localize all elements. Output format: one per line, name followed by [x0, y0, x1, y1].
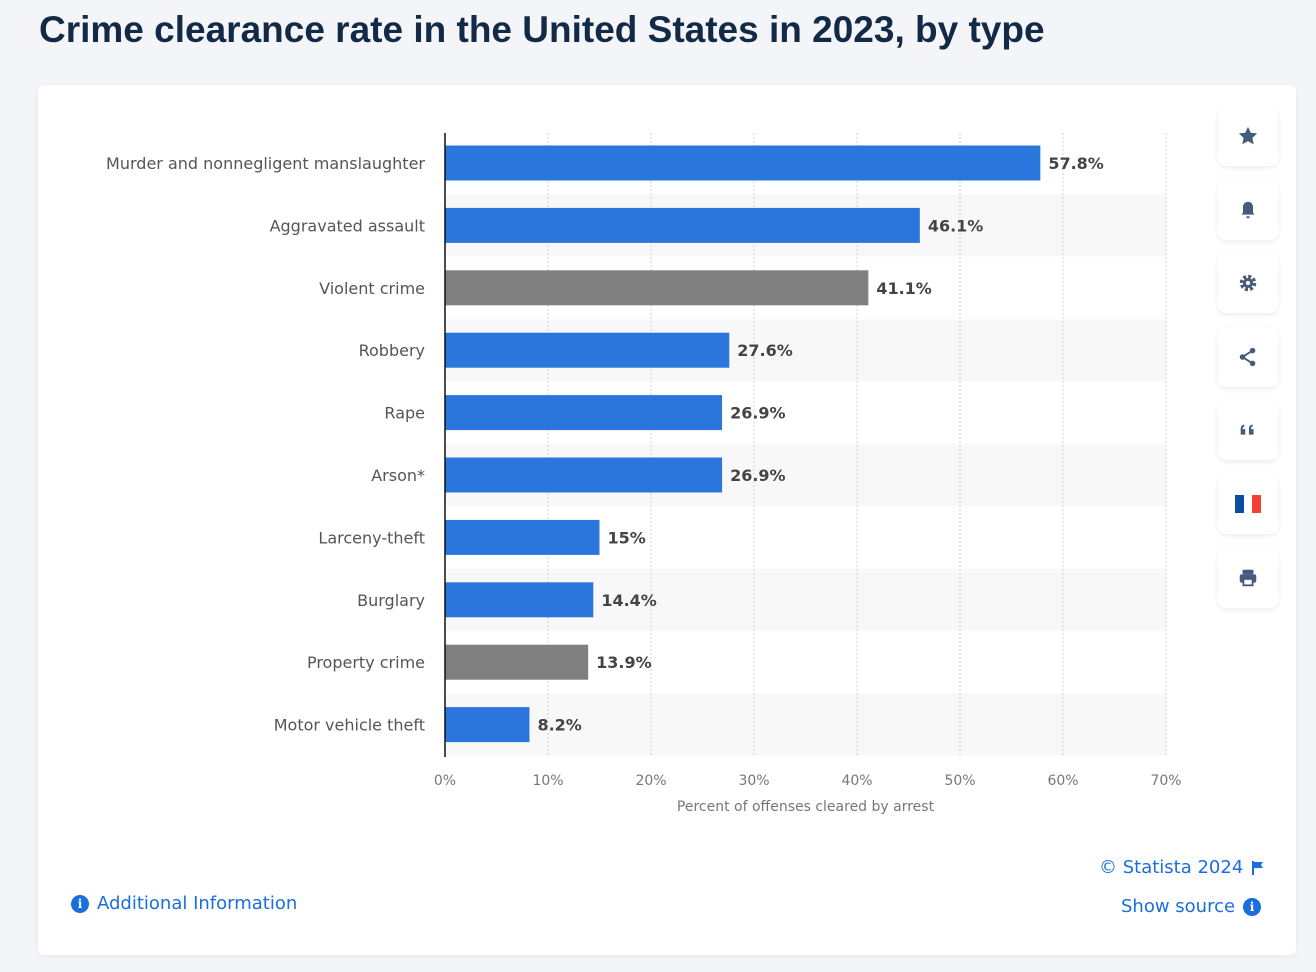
x-tick-label: 60%: [1047, 773, 1078, 789]
statista-copyright-link[interactable]: © Statista 2024: [1099, 857, 1265, 878]
copyright-text: © Statista 2024: [1099, 857, 1244, 878]
bar: [445, 332, 730, 368]
category-label: Aggravated assault: [270, 216, 425, 235]
info-icon: i: [71, 894, 89, 913]
category-label: Larceny-theft: [318, 528, 425, 547]
language-button[interactable]: [1218, 474, 1278, 534]
value-label: 27.6%: [737, 341, 793, 360]
gear-icon: [1239, 274, 1257, 292]
print-icon: [1239, 569, 1257, 587]
additional-information-link[interactable]: i Additional Information: [71, 893, 297, 914]
value-label: 15%: [608, 528, 646, 547]
value-label: 46.1%: [928, 216, 984, 235]
value-label: 57.8%: [1048, 154, 1104, 173]
bar: [445, 519, 600, 555]
value-label: 8.2%: [537, 716, 581, 735]
page-title: Crime clearance rate in the United State…: [39, 9, 1045, 50]
info-icon: i: [1243, 897, 1262, 916]
star-icon: [1238, 126, 1258, 145]
bar: [445, 395, 723, 431]
bar: [445, 270, 869, 306]
flag-icon: [1252, 860, 1264, 875]
show-source-link[interactable]: Show source i: [1121, 896, 1262, 917]
x-tick-label: 40%: [841, 773, 872, 789]
value-label: 26.9%: [730, 404, 786, 423]
x-tick-label: 30%: [738, 773, 769, 789]
category-label: Violent crime: [319, 279, 425, 298]
category-label: Rape: [384, 404, 425, 423]
share-button[interactable]: [1218, 327, 1278, 387]
bell-icon: [1241, 201, 1255, 219]
category-label: Murder and nonnegligent manslaughter: [106, 154, 425, 173]
settings-button[interactable]: [1218, 253, 1278, 313]
print-button[interactable]: [1218, 548, 1278, 608]
x-tick-label: 50%: [944, 773, 975, 789]
bar: [445, 582, 594, 618]
row-band: [445, 693, 1166, 756]
category-label: Arson*: [371, 466, 425, 485]
french-flag-icon: [1235, 495, 1261, 513]
bar: [445, 207, 920, 243]
x-tick-label: 70%: [1150, 773, 1181, 789]
category-label: Property crime: [307, 653, 425, 672]
additional-info-text: Additional Information: [97, 893, 298, 914]
bar: [445, 457, 723, 493]
category-label: Motor vehicle theft: [274, 716, 425, 735]
category-label: Burglary: [357, 591, 425, 610]
cite-button[interactable]: [1218, 400, 1278, 460]
favorite-button[interactable]: [1218, 106, 1278, 166]
notification-button[interactable]: [1218, 180, 1278, 240]
share-icon: [1239, 347, 1256, 367]
x-axis-title: Percent of offenses cleared by arrest: [677, 799, 935, 815]
quote-icon: [1240, 424, 1254, 435]
bar: [445, 145, 1041, 181]
value-label: 13.9%: [596, 653, 652, 672]
show-source-text: Show source: [1121, 896, 1236, 917]
bar: [445, 707, 530, 743]
bar: [445, 644, 589, 680]
x-tick-label: 10%: [532, 773, 563, 789]
x-tick-label: 20%: [635, 773, 666, 789]
value-label: 14.4%: [601, 591, 657, 610]
category-label: Robbery: [359, 341, 425, 360]
value-label: 26.9%: [730, 466, 786, 485]
value-label: 41.1%: [876, 279, 932, 298]
x-tick-label: 0%: [434, 773, 456, 789]
